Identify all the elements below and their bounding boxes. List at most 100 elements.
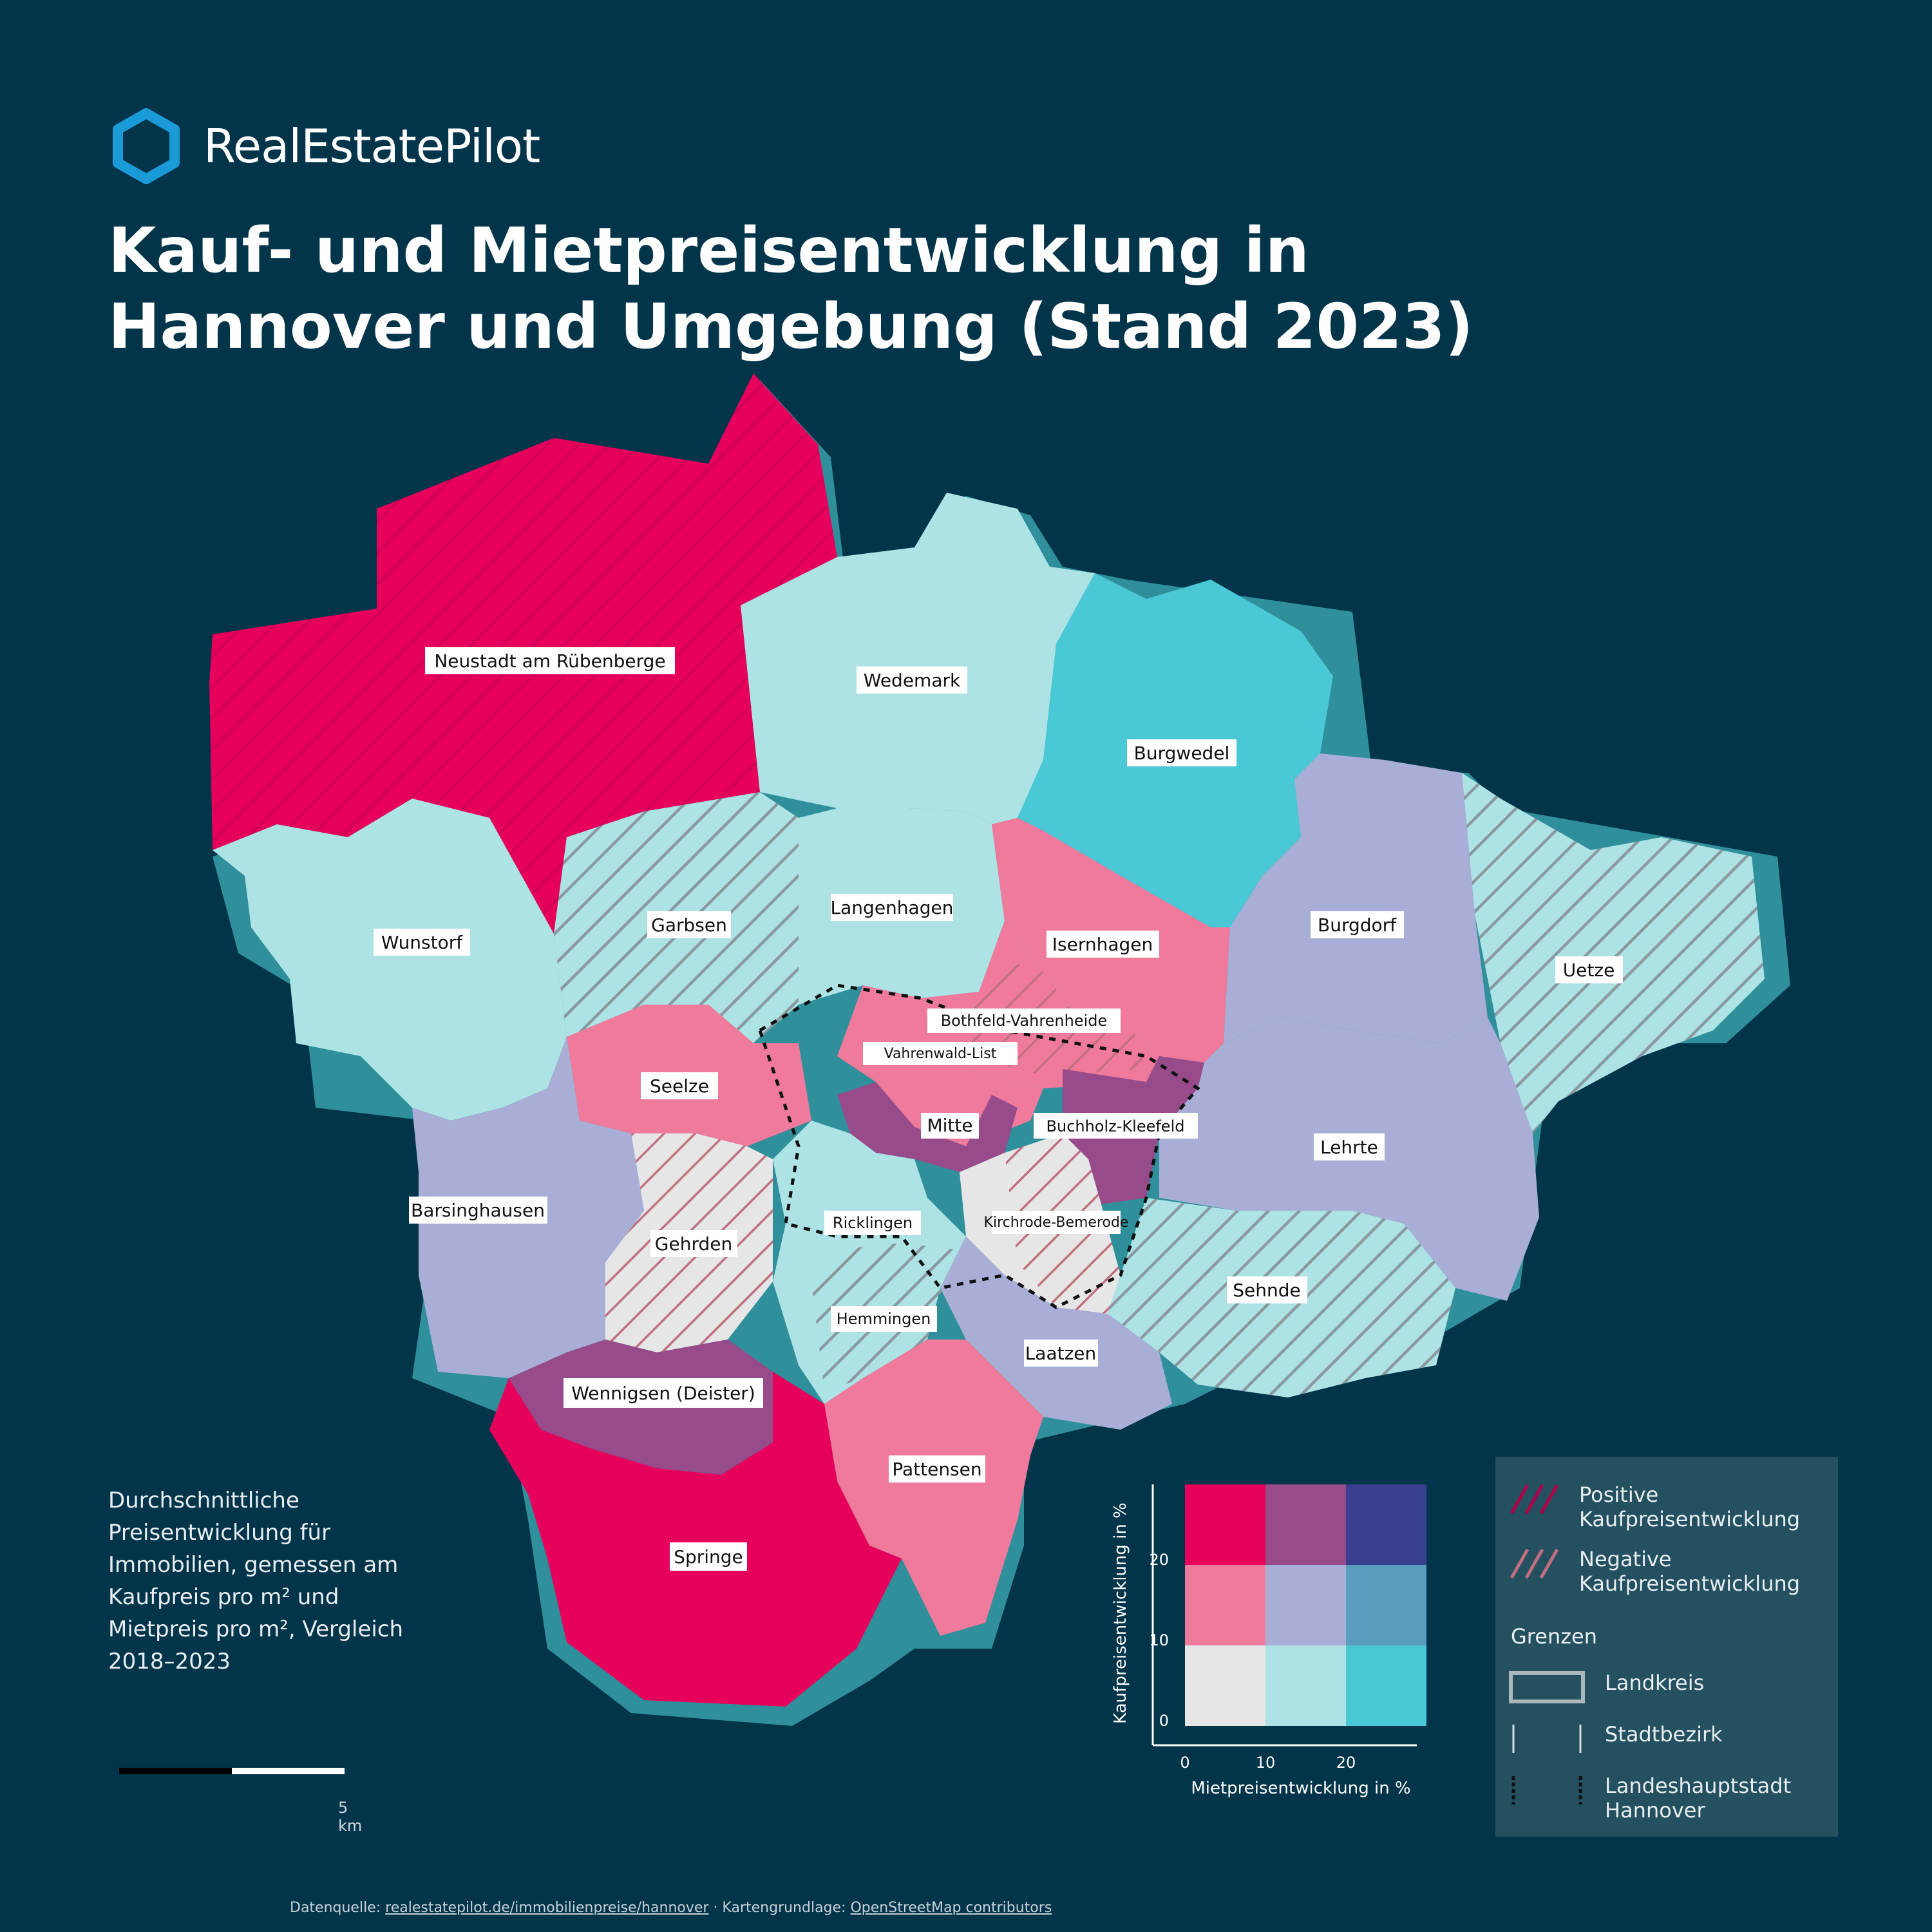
svg-text:Uetze: Uetze [1563, 960, 1615, 981]
region-burgdorf[interactable] [1224, 753, 1488, 1043]
bivariate-cell-2-2 [1346, 1645, 1426, 1726]
bivariate-cell-1-2 [1346, 1565, 1426, 1645]
osm-link[interactable]: OpenStreetMap contributors [850, 1900, 1052, 1916]
label-pattensen: Pattensen [889, 1455, 985, 1482]
label-lehrte: Lehrte [1314, 1133, 1385, 1160]
hatch-negative-icon [1510, 1548, 1559, 1579]
label-kirchrode: Kirchrode-Bemerode [984, 1211, 1129, 1234]
x-tick-20: 20 [1336, 1754, 1356, 1772]
bivariate-cell-0-1 [1265, 1484, 1346, 1565]
label-ricklingen: Ricklingen [824, 1211, 921, 1235]
source-link[interactable]: realestatepilot.de/immobilienpreise/hann… [385, 1900, 709, 1916]
label-springe: Springe [670, 1542, 747, 1571]
border-stadtbezirk-icon [1512, 1725, 1582, 1753]
svg-text:Burgwedel: Burgwedel [1134, 743, 1230, 764]
x-tick-10: 10 [1256, 1754, 1276, 1772]
x-axis-label: Mietpreisentwicklung in % [1191, 1779, 1410, 1798]
label-wunstorf: Wunstorf [374, 929, 470, 956]
svg-text:Ricklingen: Ricklingen [833, 1214, 913, 1232]
logo-ring-icon [113, 108, 180, 184]
bivariate-cell-2-1 [1265, 1645, 1346, 1726]
bivariate-cell-0-0 [1185, 1484, 1265, 1565]
svg-text:Pattensen: Pattensen [892, 1459, 981, 1480]
legend-positive: Positive Kaufpreisentwicklung [1508, 1482, 1800, 1531]
label-laatzen: Laatzen [1024, 1340, 1098, 1367]
legend-border-hannover: Landeshauptstadt Hannover [1508, 1774, 1817, 1823]
label-wennigsen: Wennigsen (Deister) [564, 1378, 763, 1408]
label-mitte: Mitte [921, 1113, 979, 1139]
bivariate-cell-0-2 [1346, 1484, 1426, 1565]
page-title: Kauf- und Mietpreisentwicklung in Hannov… [108, 214, 1473, 363]
bivariate-cell-2-0 [1185, 1645, 1265, 1726]
y-tick-0: 0 [1159, 1712, 1169, 1730]
label-buchholz: Buchholz-Kleefeld [1034, 1113, 1198, 1139]
label-langenhagen: Langenhagen [831, 894, 954, 921]
svg-text:Lehrte: Lehrte [1320, 1137, 1378, 1158]
label-burgwedel: Burgwedel [1127, 739, 1236, 766]
label-barsinghausen: Barsinghausen [409, 1197, 547, 1224]
svg-text:Barsinghausen: Barsinghausen [411, 1200, 545, 1221]
region-labels: Neustadt am Rübenberge Wedemark Burgwede… [374, 647, 1623, 1571]
svg-text:Wunstorf: Wunstorf [381, 932, 463, 953]
region-wunstorf[interactable] [213, 799, 567, 1121]
border-hannover-icon [1511, 1776, 1582, 1804]
border-landkreis-icon [1509, 1671, 1585, 1703]
svg-text:Gehrden: Gehrden [655, 1233, 732, 1255]
svg-text:Wedemark: Wedemark [864, 670, 961, 691]
svg-text:Laatzen: Laatzen [1025, 1343, 1097, 1364]
region-pattensen[interactable] [824, 1340, 1043, 1636]
scale-label: 5 km [338, 1799, 363, 1835]
label-burgdorf: Burgdorf [1311, 911, 1404, 938]
y-tick-20: 20 [1149, 1551, 1169, 1569]
pattern-legend: Positive Kaufpreisentwicklung Negative K… [1495, 1457, 1838, 1837]
map-description: Durchschnittliche Preisentwicklung für I… [108, 1488, 404, 1674]
svg-text:Garbsen: Garbsen [651, 914, 727, 936]
svg-text:Sehnde: Sehnde [1233, 1280, 1301, 1301]
region-laatzen[interactable] [940, 1236, 1172, 1430]
label-wedemark: Wedemark [857, 667, 967, 694]
legend-border-landkreis: Landkreis [1508, 1671, 1817, 1704]
region-springe[interactable] [489, 1372, 902, 1707]
label-uetze: Uetze [1555, 956, 1623, 983]
label-vahrenwald: Vahrenwald-List [863, 1042, 1018, 1065]
svg-text:Burgdorf: Burgdorf [1318, 914, 1397, 936]
label-hemmingen: Hemmingen [831, 1306, 937, 1332]
label-bothfeld: Bothfeld-Vahrenheide [927, 1009, 1121, 1033]
region-mitte[interactable] [837, 1082, 1018, 1172]
legend-negative: Negative Kaufpreisentwicklung [1508, 1547, 1800, 1596]
svg-text:Langenhagen: Langenhagen [831, 897, 954, 918]
bivariate-legend: 20 10 0 0 10 20 Kaufpreisentwicklung in … [1111, 1484, 1426, 1798]
scale-bar: 5 km [119, 1768, 362, 1835]
label-garbsen: Garbsen [647, 911, 731, 938]
svg-text:Kirchrode-Bemerode: Kirchrode-Bemerode [984, 1215, 1129, 1231]
label-seelze: Seelze [641, 1072, 718, 1099]
label-neustadt: Neustadt am Rübenberge [425, 647, 675, 674]
bivariate-cell-1-0 [1185, 1565, 1265, 1645]
svg-text:Isernhagen: Isernhagen [1052, 934, 1153, 955]
svg-text:Hemmingen: Hemmingen [837, 1310, 931, 1328]
svg-text:Bothfeld-Vahrenheide: Bothfeld-Vahrenheide [941, 1012, 1108, 1030]
svg-text:Springe: Springe [674, 1546, 743, 1567]
brand-name: RealEstatePilot [204, 119, 540, 173]
svg-text:Vahrenwald-List: Vahrenwald-List [884, 1046, 997, 1062]
brand-logo: RealEstatePilot [108, 108, 540, 184]
label-isernhagen: Isernhagen [1046, 931, 1159, 958]
svg-text:Seelze: Seelze [650, 1075, 709, 1097]
region-ricklingen[interactable] [773, 1121, 927, 1236]
x-tick-0: 0 [1180, 1754, 1189, 1772]
region-wedemark[interactable] [741, 493, 1095, 824]
y-axis-label: Kaufpreisentwicklung in % [1111, 1502, 1130, 1724]
svg-text:Wennigsen (Deister): Wennigsen (Deister) [571, 1383, 755, 1404]
label-gehrden: Gehrden [650, 1230, 737, 1257]
bivariate-cell-1-1 [1265, 1565, 1346, 1645]
svg-text:Neustadt am Rübenberge: Neustadt am Rübenberge [434, 650, 665, 672]
svg-text:Mitte: Mitte [927, 1115, 972, 1136]
legend-border-stadtbezirk: Stadtbezirk [1508, 1722, 1817, 1756]
source-footer: Datenquelle: realestatepilot.de/immobili… [290, 1900, 1052, 1916]
hatch-positive-icon [1510, 1484, 1559, 1515]
svg-text:Buchholz-Kleefeld: Buchholz-Kleefeld [1046, 1117, 1185, 1135]
legend-borders-heading: Grenzen [1511, 1624, 1597, 1649]
y-tick-10: 10 [1149, 1631, 1169, 1649]
label-sehnde: Sehnde [1227, 1276, 1307, 1303]
